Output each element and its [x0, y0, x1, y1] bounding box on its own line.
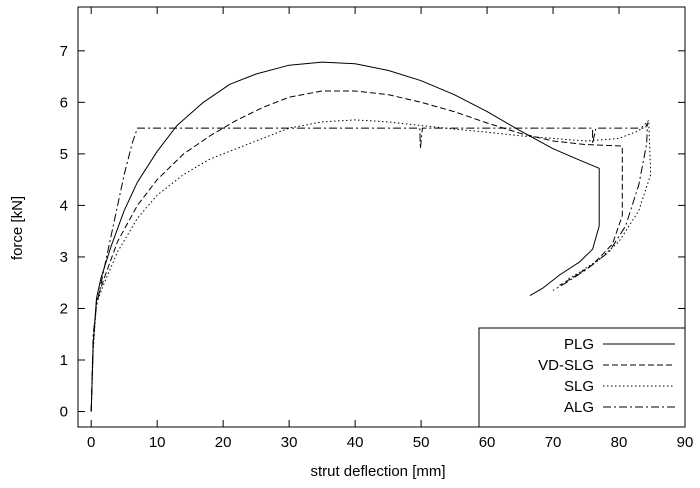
y-tick-label: 5 — [60, 146, 68, 163]
x-axis-label: strut deflection [mm] — [310, 463, 445, 480]
x-tick-label: 80 — [611, 434, 628, 451]
x-tick-label: 50 — [413, 434, 430, 451]
plot-area — [77, 6, 686, 428]
series-line-plg — [90, 61, 600, 412]
x-tick-label: 10 — [149, 434, 166, 451]
ticks-layer: 0 10 20 30 40 50 60 70 80 90 0 1 2 3 4 5 6 7 — [60, 7, 694, 451]
x-tick-label: 0 — [87, 434, 95, 451]
legend-label-plg: PLG — [564, 336, 594, 353]
y-tick-label: 6 — [60, 94, 68, 111]
series-line-slg — [90, 119, 652, 412]
y-tick-label: 0 — [60, 404, 68, 421]
x-tick-label: 30 — [281, 434, 298, 451]
y-tick-label: 2 — [60, 300, 68, 317]
legend-label-slg: SLG — [564, 378, 594, 395]
series-line-vd-slg — [90, 90, 623, 412]
x-tick-label: 60 — [479, 434, 496, 451]
y-axis-label: force [kN] — [9, 196, 26, 260]
y-tick-label: 1 — [60, 352, 68, 369]
y-tick-label: 7 — [60, 43, 68, 60]
series-line-alg — [90, 122, 648, 412]
plot-frame — [77, 6, 686, 428]
y-tick-label: 3 — [60, 249, 68, 266]
x-tick-label: 90 — [677, 434, 694, 451]
x-tick-label: 70 — [545, 434, 562, 451]
series-layer — [90, 61, 652, 412]
x-tick-label: 40 — [347, 434, 364, 451]
legend-label-vd-slg: VD-SLG — [538, 357, 594, 374]
x-tick-label: 20 — [215, 434, 232, 451]
legend: PLG VD-SLG SLG ALG — [478, 327, 686, 428]
legend-label-alg: ALG — [564, 399, 594, 416]
y-tick-label: 4 — [60, 197, 68, 214]
